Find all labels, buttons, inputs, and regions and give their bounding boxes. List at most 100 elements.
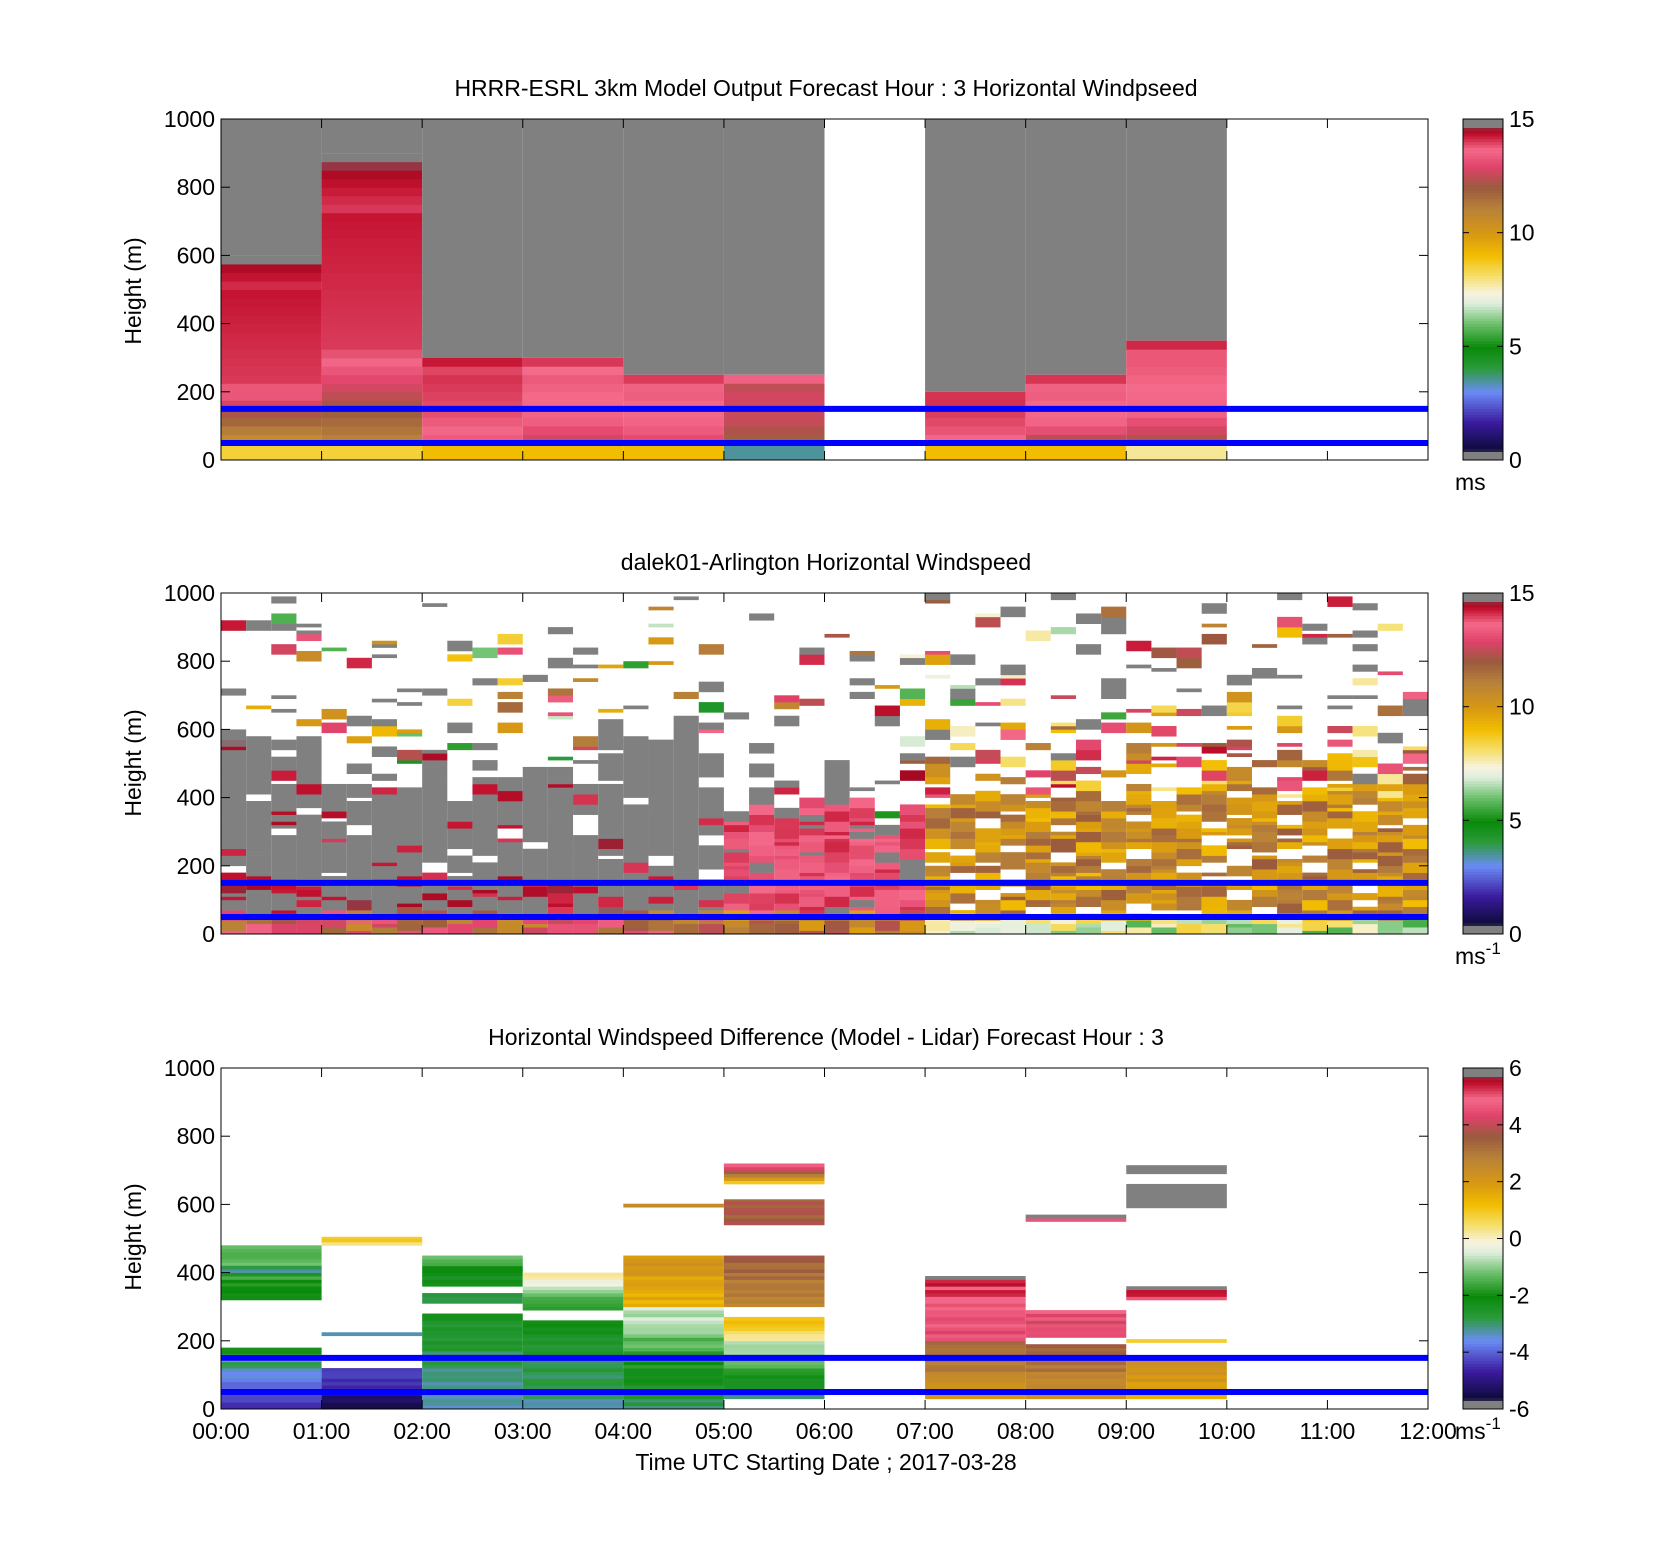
heatmap-cell bbox=[1126, 640, 1152, 652]
heatmap-cell bbox=[296, 797, 322, 809]
heatmap-cell bbox=[472, 889, 498, 894]
heatmap-cell bbox=[874, 705, 900, 717]
heatmap-cell bbox=[221, 620, 247, 631]
heatmap-cell bbox=[723, 1299, 825, 1304]
heatmap-cell bbox=[1050, 783, 1076, 788]
heatmap-cell bbox=[221, 374, 322, 384]
heatmap-cell bbox=[221, 1395, 322, 1400]
panel-lidar: dalek01-Arlington Horizontal Windspeed H… bbox=[120, 549, 1535, 969]
heatmap-cell bbox=[648, 787, 674, 798]
heatmap-cell bbox=[1075, 927, 1102, 935]
heatmap-cell bbox=[321, 170, 423, 180]
heatmap-cell bbox=[623, 862, 649, 873]
heatmap-cell bbox=[296, 736, 322, 747]
colorbar-cell bbox=[1463, 309, 1503, 313]
heatmap-cell bbox=[296, 889, 322, 897]
heatmap-cell bbox=[346, 811, 372, 819]
heatmap-cell bbox=[422, 916, 448, 928]
heatmap-cell bbox=[1151, 807, 1177, 819]
colorbar-tick-label: -4 bbox=[1509, 1339, 1530, 1365]
heatmap-cell bbox=[623, 1405, 724, 1410]
heatmap-cell bbox=[598, 818, 624, 829]
heatmap-cell bbox=[1025, 1316, 1127, 1321]
colorbar-cell bbox=[1463, 735, 1503, 739]
heatmap-cell bbox=[925, 650, 951, 655]
heatmap-cell bbox=[1101, 818, 1127, 829]
heatmap-cell bbox=[975, 722, 1001, 727]
heatmap-cell bbox=[925, 1310, 1026, 1314]
colorbar-cell bbox=[1463, 783, 1503, 787]
x-tick-label: 01:00 bbox=[293, 1418, 351, 1444]
heatmap-cell bbox=[1377, 811, 1403, 815]
x-tick-label: 07:00 bbox=[896, 1418, 954, 1444]
heatmap-cell bbox=[547, 712, 574, 717]
missing-cell-col-6 bbox=[925, 119, 1026, 392]
colorbar-cell bbox=[1463, 153, 1503, 157]
heatmap-cell bbox=[623, 1203, 724, 1208]
heatmap-cell bbox=[1201, 896, 1227, 908]
colorbar-cell bbox=[1463, 1258, 1503, 1262]
colorbar-cell bbox=[1463, 931, 1503, 935]
heatmap-cell bbox=[1050, 889, 1076, 894]
heatmap-cell bbox=[1025, 442, 1127, 452]
heatmap-cell bbox=[221, 1286, 322, 1291]
heatmap-cell bbox=[321, 357, 423, 367]
heatmap-cell bbox=[1377, 899, 1403, 904]
heatmap-cell bbox=[271, 923, 297, 935]
colorbar-cell bbox=[1463, 337, 1503, 342]
colorbar-cell bbox=[1463, 1224, 1503, 1228]
heatmap-cell bbox=[422, 1351, 523, 1355]
heatmap-cell bbox=[271, 811, 297, 815]
heatmap-cell bbox=[472, 818, 498, 822]
heatmap-cell bbox=[723, 1371, 825, 1376]
colorbar-cell bbox=[1463, 1295, 1503, 1299]
heatmap-cell bbox=[246, 845, 272, 853]
colorbar-cell bbox=[1463, 618, 1503, 622]
heatmap-cell bbox=[1025, 1361, 1127, 1366]
heatmap-cell bbox=[623, 661, 649, 669]
heatmap-cell bbox=[422, 1371, 523, 1376]
heatmap-cell bbox=[522, 1286, 624, 1291]
heatmap-cell bbox=[296, 876, 322, 880]
heatmap-cell bbox=[824, 896, 850, 908]
heatmap-cell bbox=[723, 865, 750, 870]
heatmap-cells bbox=[221, 119, 1227, 461]
colorbar-cell bbox=[1463, 1232, 1503, 1237]
colorbar-cell bbox=[1463, 130, 1503, 134]
colorbar-cell bbox=[1463, 442, 1503, 447]
heatmap-cell bbox=[522, 1402, 624, 1406]
heatmap-cell bbox=[723, 374, 825, 384]
heatmap-cell bbox=[899, 804, 926, 815]
heatmap-cell bbox=[1277, 801, 1303, 805]
heatmap-cell bbox=[321, 1238, 423, 1243]
heatmap-cell bbox=[623, 777, 649, 785]
heatmap-cell bbox=[598, 753, 624, 761]
heatmap-cell bbox=[975, 838, 1001, 843]
heatmap-cell bbox=[849, 841, 875, 846]
heatmap-cell bbox=[623, 763, 649, 775]
heatmap-cell bbox=[1050, 722, 1076, 727]
heatmap-cell bbox=[1126, 434, 1227, 444]
heatmap-cell bbox=[975, 760, 1001, 764]
heatmap-cell bbox=[246, 889, 272, 901]
colorbar-cell bbox=[1463, 1201, 1503, 1205]
heatmap-cell bbox=[271, 783, 297, 795]
heatmap-cell bbox=[749, 893, 775, 904]
heatmap-cell bbox=[1075, 801, 1102, 812]
colorbar-cell bbox=[1463, 843, 1503, 847]
heatmap-cell bbox=[321, 876, 347, 884]
y-tick-label: 400 bbox=[177, 785, 215, 811]
heatmap-cell bbox=[422, 357, 523, 367]
heatmap-cell bbox=[346, 923, 372, 931]
heatmap-cell bbox=[1176, 886, 1202, 897]
heatmap-cell bbox=[1327, 695, 1353, 700]
heatmap-cell bbox=[422, 688, 448, 696]
heatmap-cell bbox=[422, 374, 523, 384]
heatmap-cell bbox=[497, 801, 523, 812]
heatmap-cell bbox=[522, 896, 548, 908]
heatmap-cell bbox=[422, 1265, 523, 1270]
heatmap-cell bbox=[1352, 923, 1378, 935]
colorbar-cell bbox=[1463, 1124, 1503, 1129]
heatmap-cell bbox=[1126, 1374, 1227, 1379]
heatmap-cell bbox=[472, 821, 498, 832]
